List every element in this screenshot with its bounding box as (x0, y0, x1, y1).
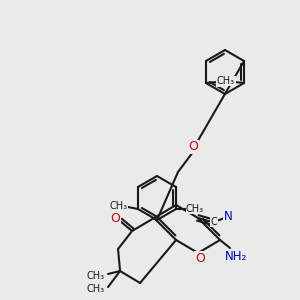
Text: N: N (224, 209, 233, 223)
Text: CH₃: CH₃ (87, 284, 105, 294)
Text: O: O (195, 251, 205, 265)
Text: CH₃: CH₃ (87, 271, 105, 281)
Text: CH₃: CH₃ (110, 201, 128, 211)
Text: CH₃: CH₃ (186, 204, 204, 214)
Text: NH₂: NH₂ (225, 250, 247, 262)
Text: CH₃: CH₃ (217, 76, 235, 86)
Text: Cl: Cl (217, 76, 227, 86)
Text: C: C (211, 217, 218, 227)
Text: O: O (110, 212, 120, 226)
Text: O: O (188, 140, 198, 154)
